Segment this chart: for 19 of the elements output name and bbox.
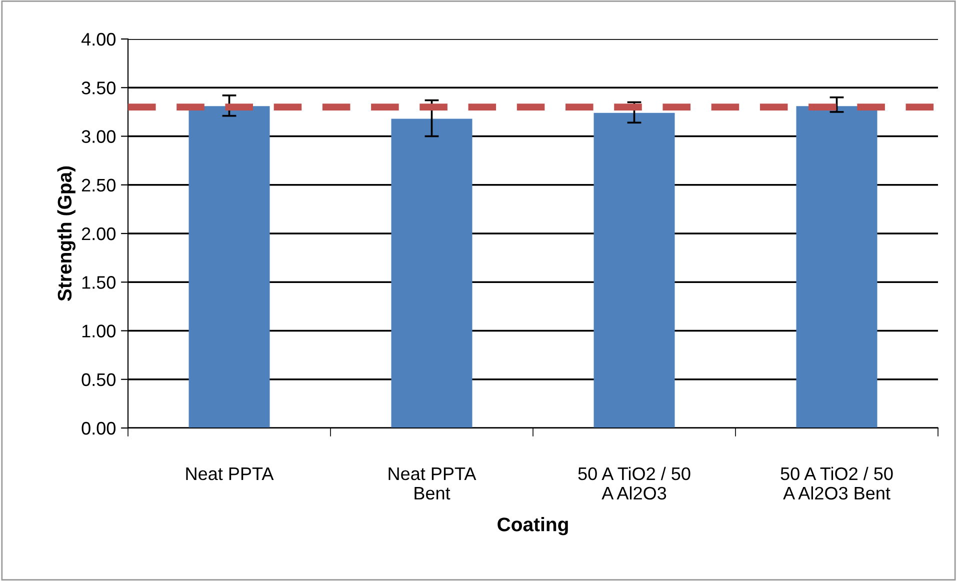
x-tick-label: Neat PPTA Bent: [388, 468, 476, 500]
y-tick-label: 2.00: [82, 227, 116, 240]
x-tick-label: 50 A TiO2 / 50 A Al2O3 Bent: [780, 466, 893, 500]
y-tick-label: 2.50: [82, 178, 116, 192]
y-tick-label: 3.50: [82, 82, 116, 94]
bar: [594, 112, 675, 428]
bar: [796, 106, 878, 428]
x-tick-label: Neat PPTA: [186, 468, 274, 480]
y-tick-label: 0.50: [82, 373, 116, 386]
y-tick-label: 1.50: [82, 276, 116, 289]
y-tick-label: 0.00: [82, 422, 116, 435]
bar: [391, 118, 472, 428]
y-tick-label: 4.00: [81, 32, 116, 46]
y-tick-label: 3.00: [82, 130, 116, 143]
y-tick-label: 1.00: [82, 324, 116, 338]
y-axis-title: Strength (Gpa): [57, 166, 76, 301]
bar: [188, 106, 270, 428]
x-axis-title: Coating: [498, 517, 568, 536]
x-tick-label: 50 A TiO2 / 50 A Al2O3: [578, 466, 690, 500]
